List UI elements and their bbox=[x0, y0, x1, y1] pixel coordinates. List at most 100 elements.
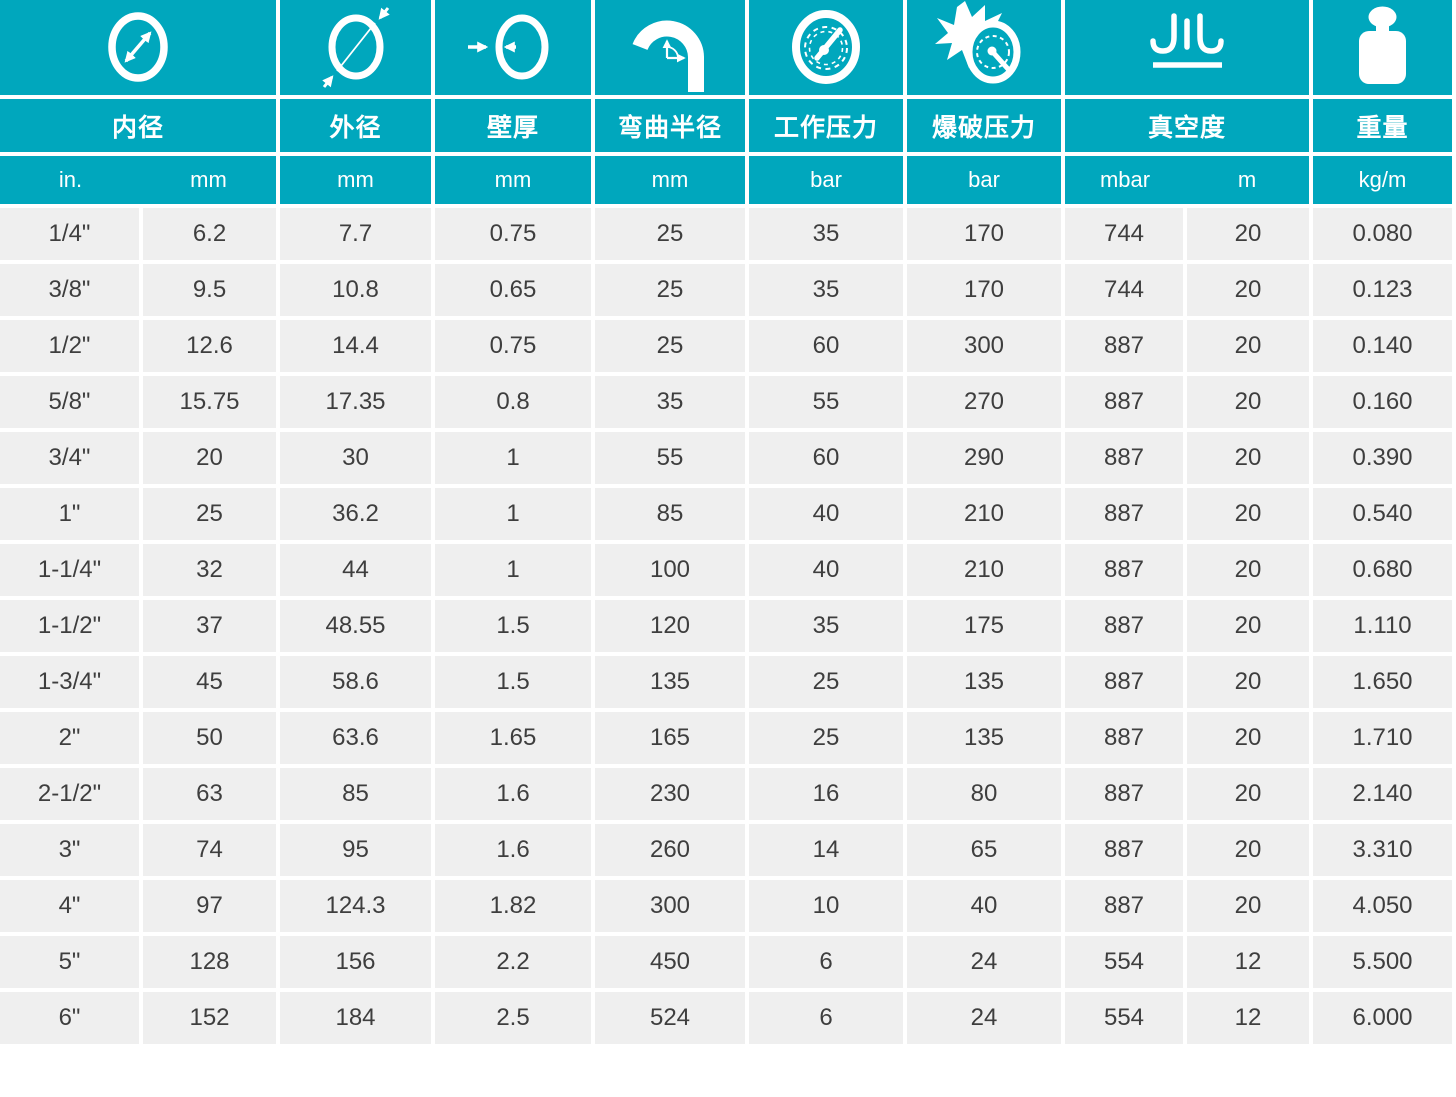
table-cell: 3/8" bbox=[0, 264, 139, 316]
table-cell: 2-1/2" bbox=[0, 768, 139, 820]
table-cell: 2.140 bbox=[1313, 768, 1452, 820]
table-cell: 0.8 bbox=[435, 376, 591, 428]
table-cell: 25 bbox=[749, 656, 903, 708]
table-cell: 175 bbox=[907, 600, 1061, 652]
table-cell: 6" bbox=[0, 992, 139, 1044]
unit-cell-weight: kg/m bbox=[1313, 156, 1452, 204]
working-pressure-gauge-icon bbox=[792, 10, 860, 84]
table-cell: 887 bbox=[1065, 376, 1183, 428]
table-cell: 44 bbox=[280, 544, 431, 596]
table-cell: 25 bbox=[143, 488, 276, 540]
bend-radius-icon bbox=[632, 20, 704, 92]
table-cell: 1.82 bbox=[435, 880, 591, 932]
table-cell: 35 bbox=[749, 600, 903, 652]
table-cell: 10 bbox=[749, 880, 903, 932]
table-cell: 55 bbox=[595, 432, 745, 484]
table-cell: 170 bbox=[907, 264, 1061, 316]
table-cell: 1.710 bbox=[1313, 712, 1452, 764]
table-cell: 554 bbox=[1065, 992, 1183, 1044]
table-cell: 40 bbox=[907, 880, 1061, 932]
table-cell: 5/8" bbox=[0, 376, 139, 428]
table-cell: 16 bbox=[749, 768, 903, 820]
table-cell: 887 bbox=[1065, 488, 1183, 540]
outer-diameter-icon bbox=[321, 7, 390, 88]
table-cell: 60 bbox=[749, 320, 903, 372]
table-cell: 35 bbox=[749, 208, 903, 260]
table-cell: 0.080 bbox=[1313, 208, 1452, 260]
table-cell: 260 bbox=[595, 824, 745, 876]
table-cell: 152 bbox=[143, 992, 276, 1044]
unit-cell-burst-pressure: bar bbox=[907, 156, 1061, 204]
table-cell: 3.310 bbox=[1313, 824, 1452, 876]
table-cell: 20 bbox=[1187, 208, 1309, 260]
table-cell: 20 bbox=[1187, 880, 1309, 932]
table-cell: 20 bbox=[1187, 712, 1309, 764]
table-cell: 1.650 bbox=[1313, 656, 1452, 708]
table-cell: 20 bbox=[1187, 488, 1309, 540]
table-cell: 0.680 bbox=[1313, 544, 1452, 596]
table-cell: 300 bbox=[595, 880, 745, 932]
table-cell: 10.8 bbox=[280, 264, 431, 316]
table-cell: 1 bbox=[435, 432, 591, 484]
working-pressure-header-cell bbox=[749, 0, 903, 95]
table-cell: 450 bbox=[595, 936, 745, 988]
table-cell: 55 bbox=[749, 376, 903, 428]
unit-cell-inner-diameter: in. mm bbox=[0, 156, 276, 204]
inner-diameter-icon bbox=[108, 12, 168, 82]
weight-icon bbox=[1359, 6, 1406, 84]
table-cell: 887 bbox=[1065, 880, 1183, 932]
table-cell: 40 bbox=[749, 488, 903, 540]
table-cell: 32 bbox=[143, 544, 276, 596]
table-cell: 2" bbox=[0, 712, 139, 764]
table-cell: 135 bbox=[907, 656, 1061, 708]
column-label-burst-pressure: 爆破压力 bbox=[907, 99, 1061, 152]
table-cell: 74 bbox=[143, 824, 276, 876]
table-cell: 1 bbox=[435, 544, 591, 596]
table-cell: 35 bbox=[595, 376, 745, 428]
table-cell: 0.390 bbox=[1313, 432, 1452, 484]
table-cell: 36.2 bbox=[280, 488, 431, 540]
table-cell: 156 bbox=[280, 936, 431, 988]
table-cell: 20 bbox=[1187, 600, 1309, 652]
table-cell: 20 bbox=[1187, 544, 1309, 596]
table-cell: 85 bbox=[595, 488, 745, 540]
column-label-vacuum: 真空度 bbox=[1065, 99, 1309, 152]
unit-cell-working-pressure: bar bbox=[749, 156, 903, 204]
unit-m: m bbox=[1237, 167, 1257, 192]
table-cell: 270 bbox=[907, 376, 1061, 428]
outer-diameter-header-cell bbox=[280, 0, 431, 95]
table-cell: 0.123 bbox=[1313, 264, 1452, 316]
table-cell: 135 bbox=[907, 712, 1061, 764]
table-cell: 58.6 bbox=[280, 656, 431, 708]
unit-cell-wall-thickness: mm bbox=[435, 156, 591, 204]
table-cell: 887 bbox=[1065, 320, 1183, 372]
table-cell: 4.050 bbox=[1313, 880, 1452, 932]
table-cell: 887 bbox=[1065, 600, 1183, 652]
vacuum-icon bbox=[1150, 13, 1224, 68]
table-cell: 12 bbox=[1187, 992, 1309, 1044]
table-cell: 20 bbox=[1187, 264, 1309, 316]
table-cell: 6 bbox=[749, 992, 903, 1044]
table-cell: 20 bbox=[1187, 432, 1309, 484]
table-cell: 1.5 bbox=[435, 656, 591, 708]
table-cell: 170 bbox=[907, 208, 1061, 260]
table-cell: 20 bbox=[1187, 656, 1309, 708]
table-cell: 97 bbox=[143, 880, 276, 932]
table-cell: 887 bbox=[1065, 824, 1183, 876]
table-cell: 887 bbox=[1065, 712, 1183, 764]
table-cell: 80 bbox=[907, 768, 1061, 820]
table-cell: 3" bbox=[0, 824, 139, 876]
table-cell: 230 bbox=[595, 768, 745, 820]
table-cell: 554 bbox=[1065, 936, 1183, 988]
table-cell: 24 bbox=[907, 992, 1061, 1044]
table-cell: 6 bbox=[749, 936, 903, 988]
column-label-outer-diameter: 外径 bbox=[280, 99, 431, 152]
table-cell: 25 bbox=[595, 320, 745, 372]
table-cell: 24 bbox=[907, 936, 1061, 988]
table-cell: 524 bbox=[595, 992, 745, 1044]
hose-spec-table: 内径 外径 壁厚 弯曲半径 工作压力 爆破压力 真空度 重量 in. mm mm… bbox=[0, 0, 1452, 1044]
table-cell: 1.65 bbox=[435, 712, 591, 764]
table-cell: 3/4" bbox=[0, 432, 139, 484]
table-cell: 30 bbox=[280, 432, 431, 484]
table-cell: 45 bbox=[143, 656, 276, 708]
